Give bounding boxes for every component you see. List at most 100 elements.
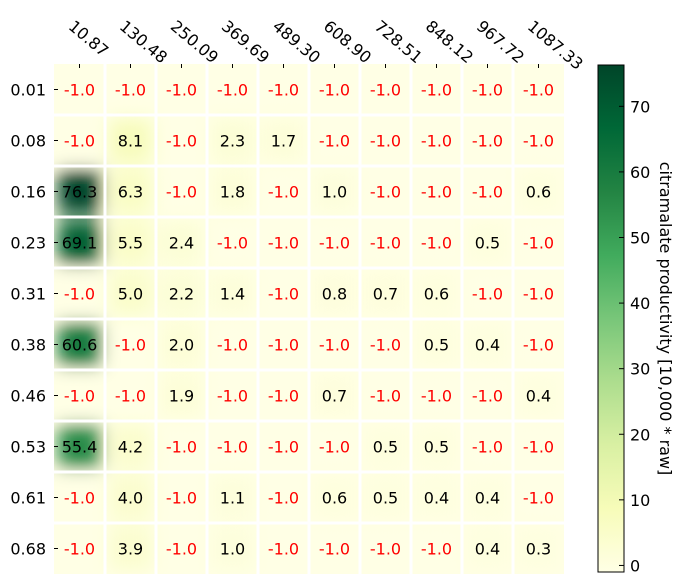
cell-value-label: -1.0: [268, 336, 299, 355]
heatmap-cell: [58, 374, 101, 417]
cell-value-label: 2.3: [220, 132, 245, 151]
cell-value-label: -1.0: [268, 285, 299, 304]
cell-value-label: -1.0: [217, 387, 248, 406]
heatmap-cell: [517, 374, 560, 417]
cell-value-label: -1.0: [370, 540, 401, 559]
heatmap-cell: [262, 221, 305, 264]
heatmap-cell: [517, 119, 560, 162]
x-tick-label: 728.51: [371, 17, 426, 68]
cell-value-label: 0.4: [475, 489, 500, 508]
x-tick-label: 967.72: [473, 17, 528, 68]
heatmap-cell: [160, 374, 203, 417]
heatmap-cell: [313, 119, 356, 162]
cell-value-label: 1.7: [271, 132, 296, 151]
cell-value-label: -1.0: [115, 387, 146, 406]
cell-value-label: -1.0: [370, 81, 401, 100]
cell-value-label: 69.1: [62, 234, 98, 253]
y-tick-label: 0.38: [10, 336, 46, 355]
cell-labels: -1.0 -1.0 -1.0 -1.0 -1.0 -1.0 -1.0 -1.0 -1.0 -1.0…: [62, 81, 554, 559]
heatmap-cell: [160, 119, 203, 162]
cell-value-label: -1.0: [268, 387, 299, 406]
cell-value-label: -1.0: [166, 438, 197, 457]
cell-value-label: 60.6: [62, 336, 98, 355]
cell-value-label: -1.0: [523, 132, 554, 151]
cell-value-label: 0.5: [475, 234, 500, 253]
heatmap-cell: [517, 323, 560, 366]
cell-value-label: 8.1: [118, 132, 143, 151]
row-separator: [54, 368, 564, 372]
heatmap-cell: [58, 170, 101, 213]
heatmap-cell: [364, 323, 407, 366]
cell-value-label: -1.0: [421, 81, 452, 100]
cell-value-label: -1.0: [472, 132, 503, 151]
heatmap-cell: [364, 527, 407, 570]
cell-value-label: 2.0: [169, 336, 194, 355]
cell-value-label: -1.0: [166, 183, 197, 202]
cell-value-label: -1.0: [523, 234, 554, 253]
cell-value-label: 0.6: [322, 489, 347, 508]
cell-value-label: 4.2: [118, 438, 143, 457]
row-separator: [54, 521, 564, 525]
heatmap-cell: [415, 170, 458, 213]
heatmap-cell: [466, 425, 509, 468]
cell-value-label: 4.0: [118, 489, 143, 508]
cell-value-label: -1.0: [421, 132, 452, 151]
cell-value-label: -1.0: [523, 489, 554, 508]
y-tick-label: 0.08: [10, 132, 46, 151]
cell-value-label: -1.0: [421, 540, 452, 559]
x-tick-label: 608.90: [320, 17, 375, 68]
heatmap-cell: [364, 425, 407, 468]
cell-value-label: -1.0: [472, 438, 503, 457]
cell-value-label: -1.0: [217, 438, 248, 457]
cell-value-label: 55.4: [62, 438, 98, 457]
y-tick-label: 0.01: [10, 81, 46, 100]
heatmap-cell: [313, 374, 356, 417]
cell-value-label: -1.0: [370, 336, 401, 355]
heatmap-cell: [262, 119, 305, 162]
heatmap-cell: [517, 272, 560, 315]
cell-value-label: -1.0: [64, 81, 95, 100]
heatmap-cell: [466, 476, 509, 519]
cell-value-label: -1.0: [472, 387, 503, 406]
heatmap-cell: [160, 425, 203, 468]
heatmap-cell: [466, 323, 509, 366]
heatmap-cell: [364, 68, 407, 111]
cell-value-label: 1.4: [220, 285, 245, 304]
cell-value-label: -1.0: [523, 438, 554, 457]
cell-value-label: -1.0: [523, 81, 554, 100]
cell-value-label: -1.0: [217, 336, 248, 355]
heatmap-cell: [58, 272, 101, 315]
heatmap-cell: [58, 119, 101, 162]
heatmap-cell: [211, 68, 254, 111]
row-separator: [54, 266, 564, 270]
heatmap-cell: [160, 170, 203, 213]
x-tick-label: 369.69: [218, 17, 273, 68]
y-axis: 0.01 0.08 0.16 0.23 0.31 0.38 0.46 0.53 0.61 0.68: [10, 81, 58, 559]
cell-value-label: -1.0: [421, 183, 452, 202]
heatmap-cell: [160, 221, 203, 264]
heatmap-cell: [517, 221, 560, 264]
cell-value-label: 0.7: [322, 387, 347, 406]
cell-value-label: 2.4: [169, 234, 194, 253]
heatmap-cell: [160, 527, 203, 570]
cell-value-label: 0.8: [322, 285, 347, 304]
heatmap-cell: [262, 68, 305, 111]
heatmap-cell: [211, 374, 254, 417]
x-tick-label: 10.87: [65, 17, 112, 61]
heatmap-cell: [517, 425, 560, 468]
cell-value-label: -1.0: [64, 285, 95, 304]
heatmap-cell: [58, 221, 101, 264]
heatmap-cell: [211, 221, 254, 264]
cell-value-label: 76.3: [62, 183, 98, 202]
heatmap-cell: [58, 323, 101, 366]
cell-separators: [54, 64, 564, 574]
cell-value-label: -1.0: [64, 540, 95, 559]
cell-value-label: -1.0: [217, 81, 248, 100]
cell-value-label: -1.0: [370, 234, 401, 253]
cell-color-layer: [58, 68, 560, 570]
heatmap-cell: [58, 527, 101, 570]
cell-value-label: 5.0: [118, 285, 143, 304]
heatmap-cell: [466, 221, 509, 264]
cell-value-label: -1.0: [64, 132, 95, 151]
